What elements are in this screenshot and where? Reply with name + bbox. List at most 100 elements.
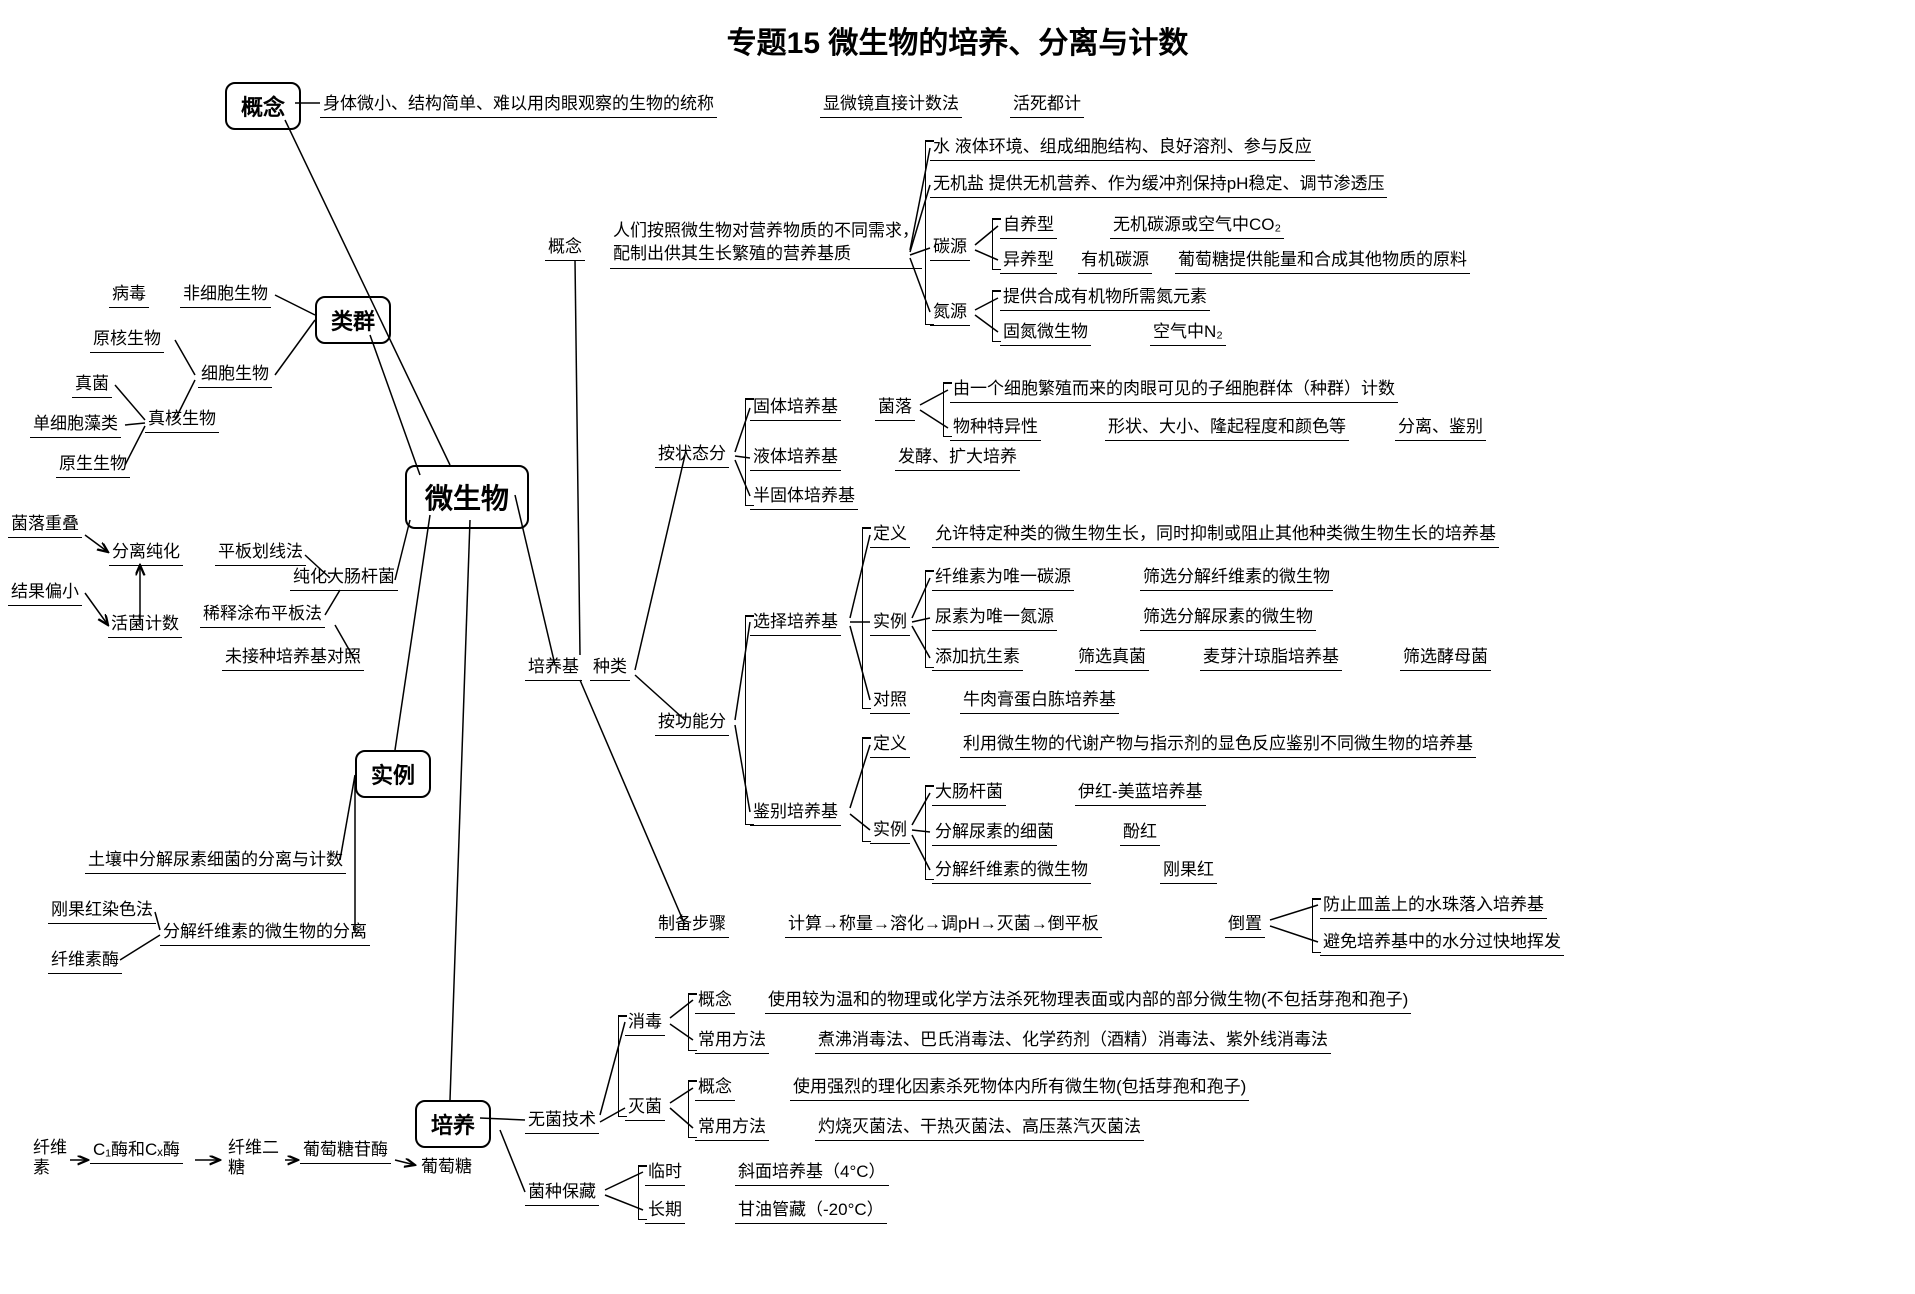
types-algae: 单细胞藻类 xyxy=(30,412,121,438)
cm-hetero: 异养型 xyxy=(1000,248,1057,274)
ex-cellulase: 纤维素酶 xyxy=(48,948,122,974)
cm-sel-ex1b: 筛选分解纤维素的微生物 xyxy=(1140,565,1333,591)
cm-n-fix: 固氮微生物 xyxy=(1000,320,1091,346)
ct-long-lbl: 长期 xyxy=(645,1198,685,1224)
purify-small: 结果偏小 xyxy=(8,580,82,606)
cm-auto: 自养型 xyxy=(1000,213,1057,239)
concept-def: 身体微小、结构简单、难以用肉眼观察的生物的统称 xyxy=(320,92,717,118)
cm-sel-ex2a: 尿素为唯一氮源 xyxy=(932,605,1057,631)
bracket-nutrients xyxy=(925,140,926,325)
cm-differential: 鉴别培养基 xyxy=(750,800,841,826)
cm-label: 培养基 xyxy=(525,655,582,681)
cm-sel-ex3d: 筛选酵母菌 xyxy=(1400,645,1491,671)
cm-n-air: 空气中N₂ xyxy=(1150,320,1226,346)
cm-invert-r1: 防止皿盖上的水珠落入培养基 xyxy=(1320,893,1547,919)
cm-diff-ex1b: 伊红-美蓝培养基 xyxy=(1075,780,1206,806)
cm-diff-def-lbl: 定义 xyxy=(870,732,910,758)
bracket-disinfect xyxy=(688,993,689,1051)
cm-carbon: 碳源 xyxy=(930,235,970,261)
concept-count: 显微镜直接计数法 xyxy=(820,92,962,118)
concept-all: 活死都计 xyxy=(1010,92,1084,118)
bracket-carbon xyxy=(992,218,993,270)
cm-water: 水 液体环境、组成细胞结构、良好溶剂、参与反应 xyxy=(930,135,1315,161)
ct-aseptic: 无菌技术 xyxy=(525,1108,599,1134)
enz-step2: 葡萄糖苷酶 xyxy=(300,1138,391,1164)
ct-temp-lbl: 临时 xyxy=(645,1160,685,1186)
ct-preserve: 菌种保藏 xyxy=(525,1180,599,1206)
enz-step1: C₁酶和Cₓ酶 xyxy=(90,1138,183,1164)
ct-ster-concept: 使用强烈的理化因素杀死物体内所有微生物(包括芽孢和孢子) xyxy=(790,1075,1249,1101)
ct-temp: 斜面培养基（4°C） xyxy=(735,1160,889,1186)
enz-cellulose: 纤维 素 xyxy=(30,1138,70,1180)
bracket-aseptic xyxy=(618,1015,619,1117)
cm-auto-src: 无机碳源或空气中CO₂ xyxy=(1110,213,1284,239)
bracket-state xyxy=(745,398,746,506)
cm-liquid: 液体培养基 xyxy=(750,445,841,471)
purify-purify: 分离纯化 xyxy=(109,540,183,566)
purify-uninoc: 未接种培养基对照 xyxy=(222,645,364,671)
purify-dilute: 稀释涂布平板法 xyxy=(200,602,325,628)
cm-species-spec: 物种特异性 xyxy=(950,415,1041,441)
cm-sel-def: 允许特定种类的微生物生长，同时抑制或阻止其他种类微生物生长的培养基 xyxy=(932,522,1499,548)
ex-congo: 刚果红染色法 xyxy=(48,898,156,924)
types-cellorg: 细胞生物 xyxy=(198,362,272,388)
cm-semisolid: 半固体培养基 xyxy=(750,484,858,510)
ct-dis-concept: 使用较为温和的物理或化学方法杀死物理表面或内部的部分微生物(不包括芽孢和孢子) xyxy=(765,988,1411,1014)
cm-salts: 无机盐 提供无机营养、作为缓冲剂保持pH稳定、调节渗透压 xyxy=(930,172,1387,198)
cm-diff-ex3b: 刚果红 xyxy=(1160,858,1217,884)
cm-invert-r2: 避免培养基中的水分过快地挥发 xyxy=(1320,930,1564,956)
page-title: 专题15 微生物的培养、分离与计数 xyxy=(0,18,1915,62)
node-concept: 概念 xyxy=(225,82,301,130)
cm-diff-ex3a: 分解纤维素的微生物 xyxy=(932,858,1091,884)
node-culture: 培养 xyxy=(415,1100,491,1148)
bracket-diff-ex xyxy=(925,785,926,880)
purify-streak: 平板划线法 xyxy=(215,540,306,566)
ex-cellulose-sep: 分解纤维素的微生物的分离 xyxy=(160,920,370,946)
bracket-colony xyxy=(943,382,944,437)
ct-ster-methods-lbl: 常用方法 xyxy=(695,1115,769,1141)
cm-sel-def-lbl: 定义 xyxy=(870,522,910,548)
cm-control-txt: 牛肉膏蛋白胨培养基 xyxy=(960,688,1119,714)
cm-diff-def: 利用微生物的代谢产物与指示剂的显色反应鉴别不同微生物的培养基 xyxy=(960,732,1476,758)
types-protist: 原生生物 xyxy=(56,452,130,478)
node-center: 微生物 xyxy=(405,465,529,529)
cm-diff-ex1a: 大肠杆菌 xyxy=(932,780,1006,806)
cm-concept-lbl: 概念 xyxy=(545,235,585,261)
enz-glucose: 葡萄糖 xyxy=(418,1155,475,1180)
cm-diff-ex2a: 分解尿素的细菌 xyxy=(932,820,1057,846)
cm-control: 对照 xyxy=(870,688,910,714)
node-types: 类群 xyxy=(315,296,391,344)
bracket-sterilize xyxy=(688,1080,689,1138)
bracket-nitrogen xyxy=(992,290,993,342)
purify-livecount: 活菌计数 xyxy=(108,612,182,638)
cm-diff-ex-lbl: 实例 xyxy=(870,818,910,844)
types-noncell: 非细胞生物 xyxy=(180,282,271,308)
cm-n-role: 提供合成有机物所需氮元素 xyxy=(1000,285,1210,311)
cm-glucose-role: 葡萄糖提供能量和合成其他物质的原料 xyxy=(1175,248,1470,274)
ex-urea: 土壤中分解尿素细菌的分离与计数 xyxy=(85,848,346,874)
ct-disinfect: 消毒 xyxy=(625,1010,665,1036)
cm-kinds: 种类 xyxy=(590,655,630,681)
ct-dis-methods: 煮沸消毒法、巴氏消毒法、化学药剂（酒精）消毒法、紫外线消毒法 xyxy=(815,1028,1331,1054)
cm-sel-ex3b: 筛选真菌 xyxy=(1075,645,1149,671)
cm-hetero-src: 有机碳源 xyxy=(1078,248,1152,274)
purify-ecoli: 纯化大肠杆菌 xyxy=(290,565,398,591)
cm-nitrogen: 氮源 xyxy=(930,300,970,326)
bracket-selective xyxy=(862,527,863,709)
cm-shape: 形状、大小、隆起程度和颜色等 xyxy=(1105,415,1349,441)
cm-sel-ex3c: 麦芽汁琼脂培养基 xyxy=(1200,645,1342,671)
bracket-func xyxy=(745,615,746,825)
types-fungi: 真菌 xyxy=(72,372,112,398)
cm-sep-id: 分离、鉴别 xyxy=(1395,415,1486,441)
cm-by-state: 按状态分 xyxy=(655,442,729,468)
cm-invert: 倒置 xyxy=(1225,912,1265,938)
cm-concept-txt: 人们按照微生物对营养物质的不同需求， 配制出供其生长繁殖的营养基质 xyxy=(610,220,922,269)
bracket-sel-ex xyxy=(925,570,926,668)
cm-colony-def: 由一个细胞繁殖而来的肉眼可见的子细胞群体（种群）计数 xyxy=(950,377,1398,403)
ct-dis-methods-lbl: 常用方法 xyxy=(695,1028,769,1054)
cm-colony: 菌落 xyxy=(875,395,915,421)
cm-prep-steps: 计算→称量→溶化→调pH→灭菌→倒平板 xyxy=(785,912,1102,938)
types-prokaryote: 原核生物 xyxy=(90,327,164,353)
purify-overlap: 菌落重叠 xyxy=(8,512,82,538)
enz-cellobiose: 纤维二 糖 xyxy=(225,1138,282,1180)
